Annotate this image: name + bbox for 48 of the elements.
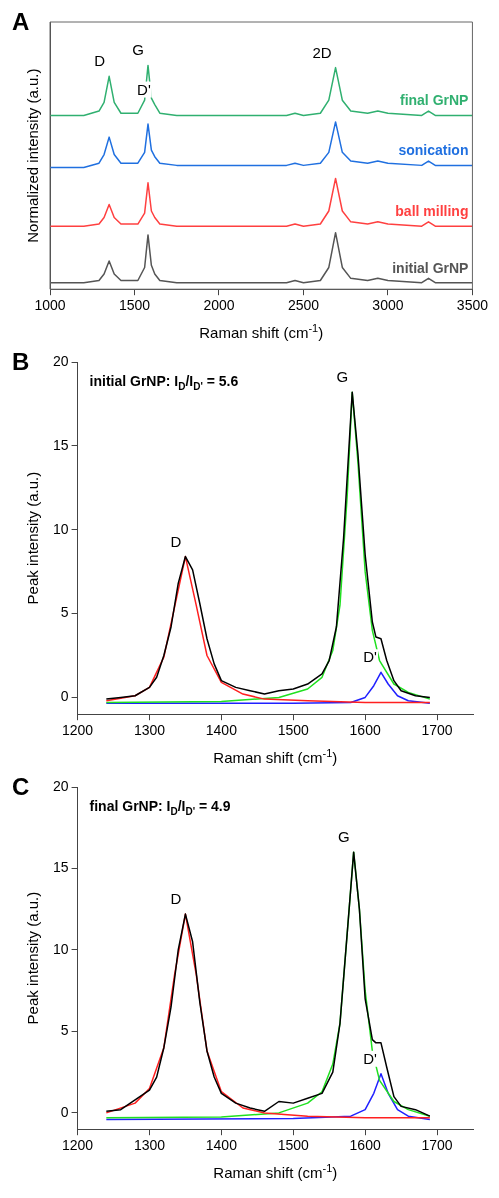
- annotation: D': [363, 648, 378, 666]
- x-tick-label: 1500: [118, 297, 151, 314]
- annotation: G: [337, 828, 350, 846]
- chart-title: C: [12, 773, 30, 800]
- series-label: initial GrNP: [392, 259, 469, 276]
- y-tick-label: 5: [60, 604, 69, 621]
- x-tick-label: 1000: [34, 297, 66, 314]
- x-tick-label: 1400: [205, 722, 238, 739]
- chart-title: B: [12, 348, 30, 375]
- y-tick-label: 15: [52, 859, 69, 876]
- x-tick-label: 1500: [277, 722, 310, 739]
- annotation: G: [132, 41, 145, 59]
- annotation: D': [137, 80, 151, 98]
- series-label: sonication: [398, 142, 469, 159]
- y-axis-title: Peak intensity (a.u.): [24, 891, 41, 1025]
- y-axis-title: Peak intensity (a.u.): [24, 471, 41, 605]
- x-tick-label: 1300: [133, 1137, 166, 1154]
- x-tick-label: 1200: [61, 1137, 94, 1154]
- x-tick-label: 1300: [133, 722, 166, 739]
- annotation: D: [170, 532, 182, 550]
- annotation: D': [363, 1049, 378, 1067]
- x-tick-label: 1400: [205, 1137, 238, 1154]
- series-label: final GrNP: [399, 92, 469, 109]
- x-tick-label: 1700: [421, 1137, 453, 1154]
- y-tick-label: 0: [60, 688, 69, 705]
- y-tick-label: 15: [52, 436, 69, 453]
- x-tick-label: 3000: [372, 297, 404, 314]
- x-tick-label: 1600: [349, 1137, 381, 1154]
- x-tick-label: 2500: [287, 297, 320, 314]
- annotation: D: [94, 52, 106, 70]
- x-tick-label: 1500: [277, 1137, 310, 1154]
- y-tick-label: 5: [60, 1022, 69, 1039]
- x-tick-label: 1700: [421, 722, 453, 739]
- x-tick-label: 1200: [61, 722, 94, 739]
- series-label: ball milling: [395, 203, 469, 220]
- y-tick-label: 20: [52, 352, 69, 369]
- annotation: G: [336, 368, 349, 386]
- x-tick-label: 2000: [203, 297, 235, 314]
- y-tick-label: 0: [60, 1103, 69, 1120]
- y-axis-title: Normalized intensity (a.u.): [24, 68, 41, 243]
- y-tick-label: 10: [52, 520, 69, 537]
- y-tick-label: 20: [52, 777, 69, 794]
- chart-title: A: [12, 8, 30, 35]
- y-tick-label: 10: [52, 940, 69, 957]
- annotation: 2D: [312, 43, 332, 61]
- annotation: D: [170, 890, 182, 908]
- x-tick-label: 3500: [456, 297, 489, 314]
- x-tick-label: 1600: [349, 722, 381, 739]
